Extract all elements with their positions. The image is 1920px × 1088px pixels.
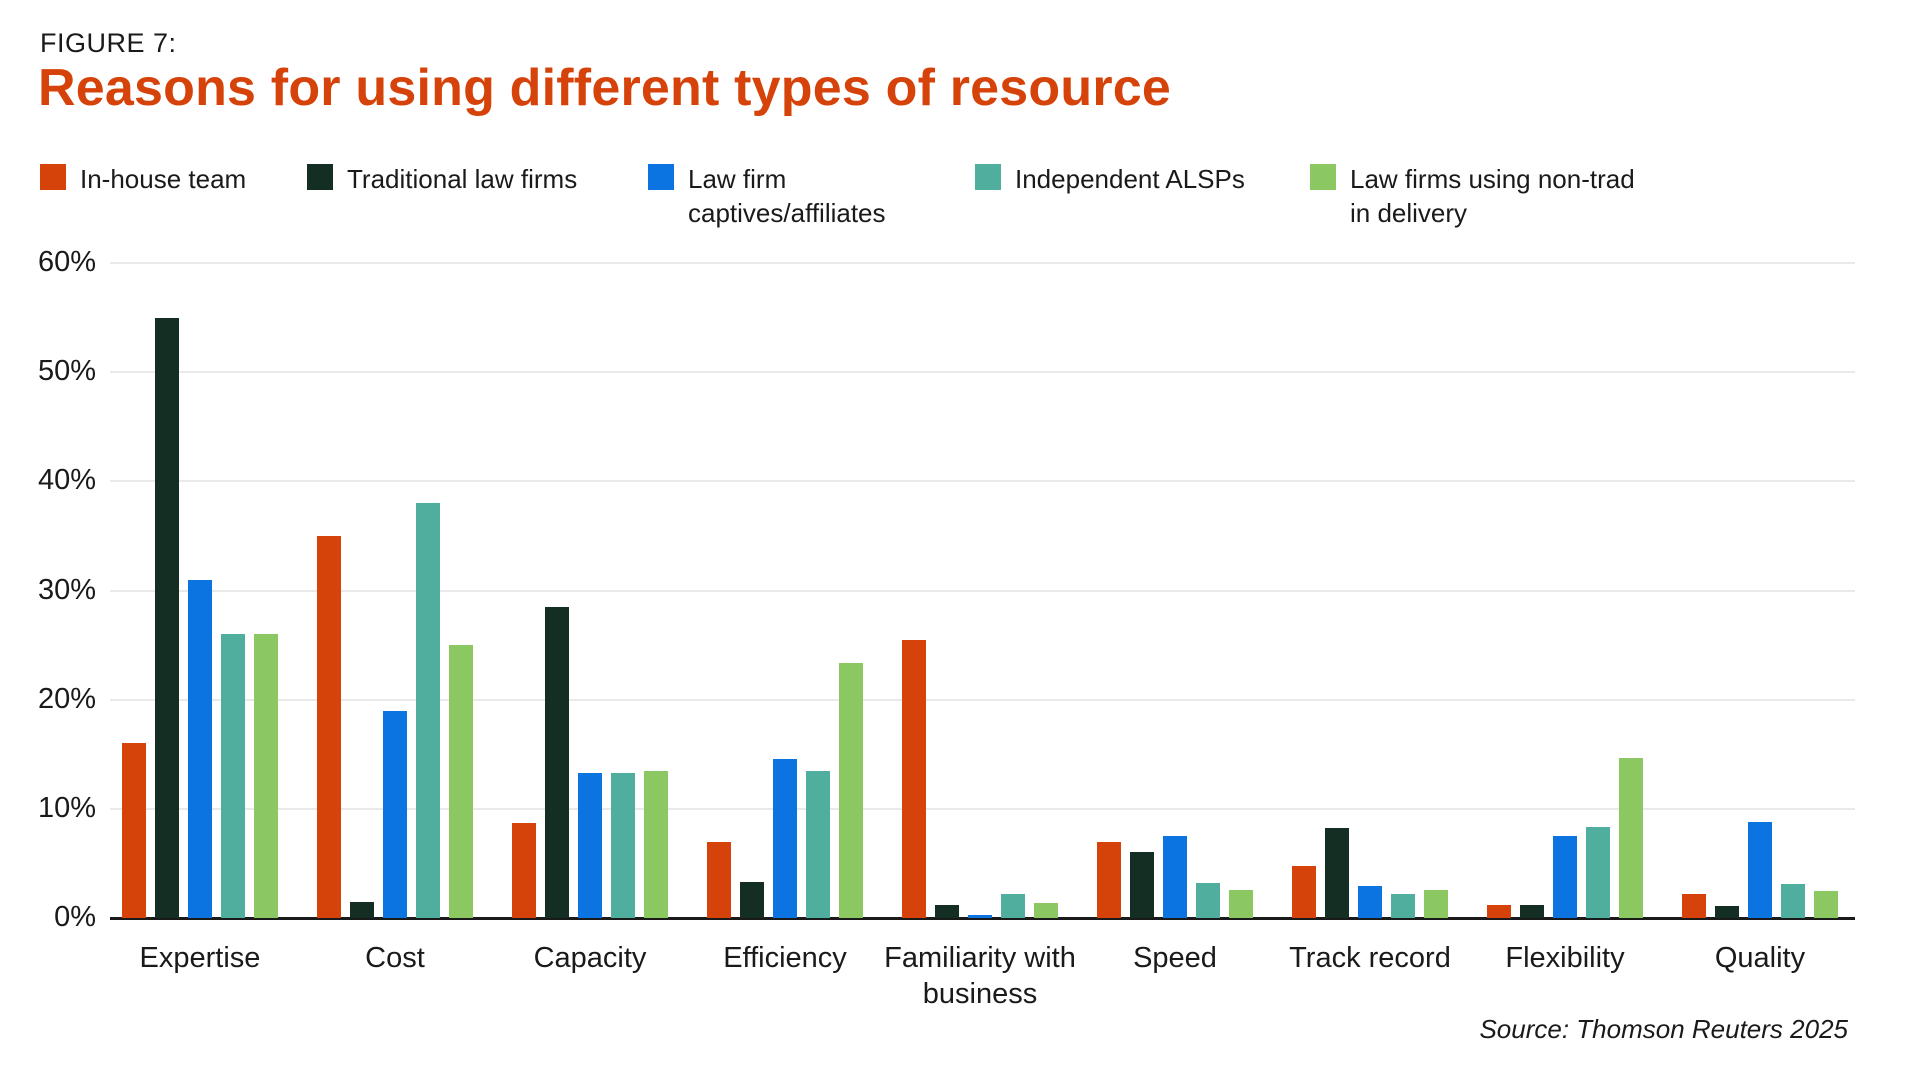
x-axis-label: Track record: [1289, 942, 1451, 974]
bar: [1229, 890, 1253, 918]
bar: [155, 318, 179, 918]
legend-item-label: Law firms using non-trad in delivery: [1350, 164, 1635, 228]
bar: [1292, 866, 1316, 918]
y-tick-label: 10%: [37, 791, 96, 824]
gridline: [110, 371, 1855, 374]
bar: [350, 902, 374, 918]
bar: [1391, 894, 1415, 918]
bar: [1619, 758, 1643, 918]
bar: [383, 711, 407, 918]
figure-label: FIGURE 7:: [40, 28, 177, 58]
x-axis-label: Familiarity with business: [884, 942, 1076, 1011]
x-axis-label: Speed: [1133, 942, 1217, 974]
bar: [512, 823, 536, 918]
legend-item: Law firms using non-trad in delivery: [1310, 163, 1635, 231]
bar: [1325, 828, 1349, 918]
gridline: [110, 480, 1855, 483]
bar: [545, 607, 569, 918]
bar: [317, 536, 341, 918]
y-tick-label: 30%: [37, 573, 96, 606]
legend-swatch: [648, 164, 674, 190]
legend-item: Law firm captives/affiliates: [648, 163, 975, 231]
legend-item-label: Traditional law firms: [347, 164, 578, 194]
bar: [188, 580, 212, 918]
x-axis-label: Efficiency: [723, 942, 847, 974]
gridline: [110, 262, 1855, 264]
legend: In-house team Traditional law firms Law fi…: [40, 163, 1635, 231]
source-note: Source: Thomson Reuters 2025: [1479, 1014, 1848, 1044]
x-axis-label: Flexibility: [1505, 942, 1625, 974]
bar: [1682, 894, 1706, 918]
bar-chart: 0% 10% 20% 30% 40% 50% 60% Expertise Cost Capacit…: [38, 246, 1855, 1010]
y-tick-label: 20%: [37, 682, 96, 715]
legend-item-label: Law firm captives/affiliates: [688, 164, 886, 228]
bar: [773, 759, 797, 918]
legend-item-label: Independent ALSPs: [1015, 164, 1245, 194]
bar: [221, 634, 245, 918]
gridline: [110, 807, 1855, 810]
legend-item: In-house team: [40, 163, 307, 197]
legend-item: Independent ALSPs: [975, 163, 1310, 197]
bar: [1814, 891, 1838, 918]
bar: [740, 882, 764, 918]
x-axis-label: Expertise: [139, 942, 261, 974]
bar: [254, 634, 278, 918]
bar: [707, 842, 731, 918]
y-tick-label: 40%: [37, 464, 96, 497]
bar: [1487, 905, 1511, 918]
bar: [935, 905, 959, 918]
bar: [1097, 842, 1121, 918]
bar: [1001, 894, 1025, 918]
bar: [1748, 822, 1772, 918]
bar: [839, 663, 863, 918]
page-title: Reasons for using different types of res…: [38, 59, 1172, 117]
bar: [806, 771, 830, 918]
legend-swatch: [40, 164, 66, 190]
bar: [902, 640, 926, 918]
x-axis-label: Cost: [365, 942, 425, 974]
x-axis-label: Capacity: [533, 942, 647, 974]
x-axis-label: Quality: [1714, 942, 1806, 974]
bar: [644, 771, 668, 918]
bar: [1034, 903, 1058, 918]
bar: [1196, 883, 1220, 918]
y-tick-label: 50%: [37, 355, 96, 388]
legend-swatch: [1310, 164, 1336, 190]
bar: [416, 503, 440, 918]
legend-item: Traditional law firms: [307, 163, 648, 197]
legend-swatch: [975, 164, 1001, 190]
gridline: [110, 589, 1855, 592]
bar: [578, 773, 602, 918]
bar: [611, 773, 635, 918]
bar: [1553, 836, 1577, 918]
bar: [1163, 836, 1187, 918]
bar: [968, 915, 992, 918]
bar: [1424, 890, 1448, 918]
bar: [1781, 884, 1805, 918]
bar: [122, 743, 146, 918]
y-tick-label: 60%: [37, 246, 96, 278]
bar: [1715, 906, 1739, 918]
bar: [1586, 827, 1610, 918]
gridline: [110, 698, 1855, 701]
y-tick-label: 0%: [54, 901, 96, 933]
bar: [1358, 886, 1382, 918]
x-axis-line: [110, 917, 1855, 920]
bar: [449, 645, 473, 918]
bar: [1130, 852, 1154, 918]
legend-swatch: [307, 164, 333, 190]
bar: [1520, 905, 1544, 918]
legend-item-label: In-house team: [80, 164, 247, 194]
